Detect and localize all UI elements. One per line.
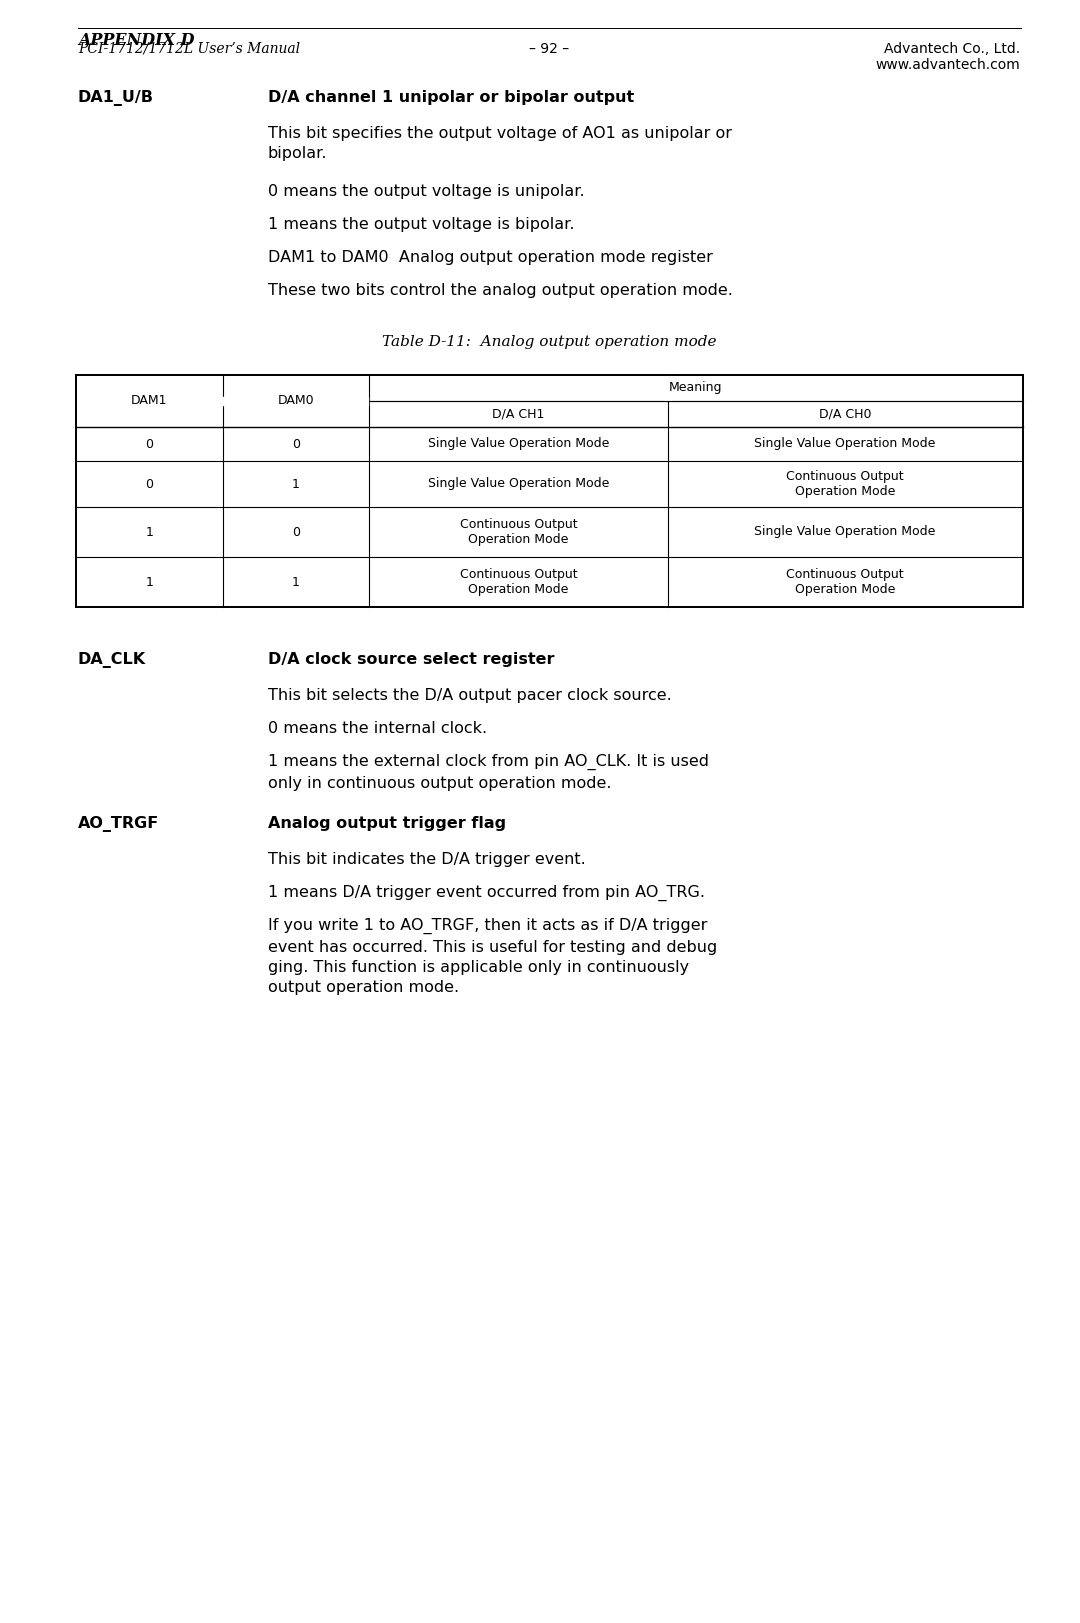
Text: 0: 0 xyxy=(145,477,153,490)
Text: Analog output trigger flag: Analog output trigger flag xyxy=(268,816,505,831)
Text: DA_CLK: DA_CLK xyxy=(78,652,146,669)
Text: These two bits control the analog output operation mode.: These two bits control the analog output… xyxy=(268,282,732,299)
Text: 0: 0 xyxy=(145,438,153,451)
Text: This bit indicates the D/A trigger event.: This bit indicates the D/A trigger event… xyxy=(268,852,585,867)
Text: 1 means the output voltage is bipolar.: 1 means the output voltage is bipolar. xyxy=(268,217,575,232)
Text: DAM1: DAM1 xyxy=(131,394,167,407)
Text: Single Value Operation Mode: Single Value Operation Mode xyxy=(428,477,609,490)
Text: This bit selects the D/A output pacer clock source.: This bit selects the D/A output pacer cl… xyxy=(268,688,672,703)
Text: D/A CH0: D/A CH0 xyxy=(819,407,872,420)
Text: 0: 0 xyxy=(292,438,300,451)
Bar xyxy=(77,398,368,406)
Text: Single Value Operation Mode: Single Value Operation Mode xyxy=(754,526,935,539)
Text: PCI-1712/1712L User’s Manual: PCI-1712/1712L User’s Manual xyxy=(78,42,300,57)
Text: 1: 1 xyxy=(292,576,300,589)
Text: Table D-11:  Analog output operation mode: Table D-11: Analog output operation mode xyxy=(382,334,716,349)
Text: Advantech Co., Ltd.
www.advantech.com: Advantech Co., Ltd. www.advantech.com xyxy=(876,42,1021,71)
Text: DA1_U/B: DA1_U/B xyxy=(78,89,153,105)
Bar xyxy=(663,377,672,399)
Text: AO_TRGF: AO_TRGF xyxy=(78,816,159,833)
Text: D/A clock source select register: D/A clock source select register xyxy=(268,652,554,667)
Text: – 92 –: – 92 – xyxy=(529,42,569,57)
Text: If you write 1 to AO_TRGF, then it acts as if D/A trigger
event has occurred. Th: If you write 1 to AO_TRGF, then it acts … xyxy=(268,919,717,995)
Text: D/A channel 1 unipolar or bipolar output: D/A channel 1 unipolar or bipolar output xyxy=(268,89,634,105)
Text: 1 means the external clock from pin AO_CLK. It is used
only in continuous output: 1 means the external clock from pin AO_C… xyxy=(268,755,708,790)
Text: Continuous Output
Operation Mode: Continuous Output Operation Mode xyxy=(460,568,577,596)
Text: Meaning: Meaning xyxy=(670,381,723,394)
Text: D/A CH1: D/A CH1 xyxy=(492,407,544,420)
Text: Continuous Output
Operation Mode: Continuous Output Operation Mode xyxy=(786,471,904,498)
Text: DAM1 to DAM0  Analog output operation mode register: DAM1 to DAM0 Analog output operation mod… xyxy=(268,250,713,265)
Text: Continuous Output
Operation Mode: Continuous Output Operation Mode xyxy=(460,518,577,545)
Text: 1 means D/A trigger event occurred from pin AO_TRG.: 1 means D/A trigger event occurred from … xyxy=(268,885,705,901)
Text: 0 means the output voltage is unipolar.: 0 means the output voltage is unipolar. xyxy=(268,183,584,200)
Text: This bit specifies the output voltage of AO1 as unipolar or
bipolar.: This bit specifies the output voltage of… xyxy=(268,127,732,161)
Text: Single Value Operation Mode: Single Value Operation Mode xyxy=(754,438,935,451)
Text: 0: 0 xyxy=(292,526,300,539)
Text: Single Value Operation Mode: Single Value Operation Mode xyxy=(428,438,609,451)
Text: 1: 1 xyxy=(145,526,153,539)
Text: 1: 1 xyxy=(292,477,300,490)
Text: 0 means the internal clock.: 0 means the internal clock. xyxy=(268,721,487,735)
Text: 1: 1 xyxy=(145,576,153,589)
Text: DAM0: DAM0 xyxy=(278,394,314,407)
Text: APPENDIX D: APPENDIX D xyxy=(78,32,194,49)
Text: Continuous Output
Operation Mode: Continuous Output Operation Mode xyxy=(786,568,904,596)
